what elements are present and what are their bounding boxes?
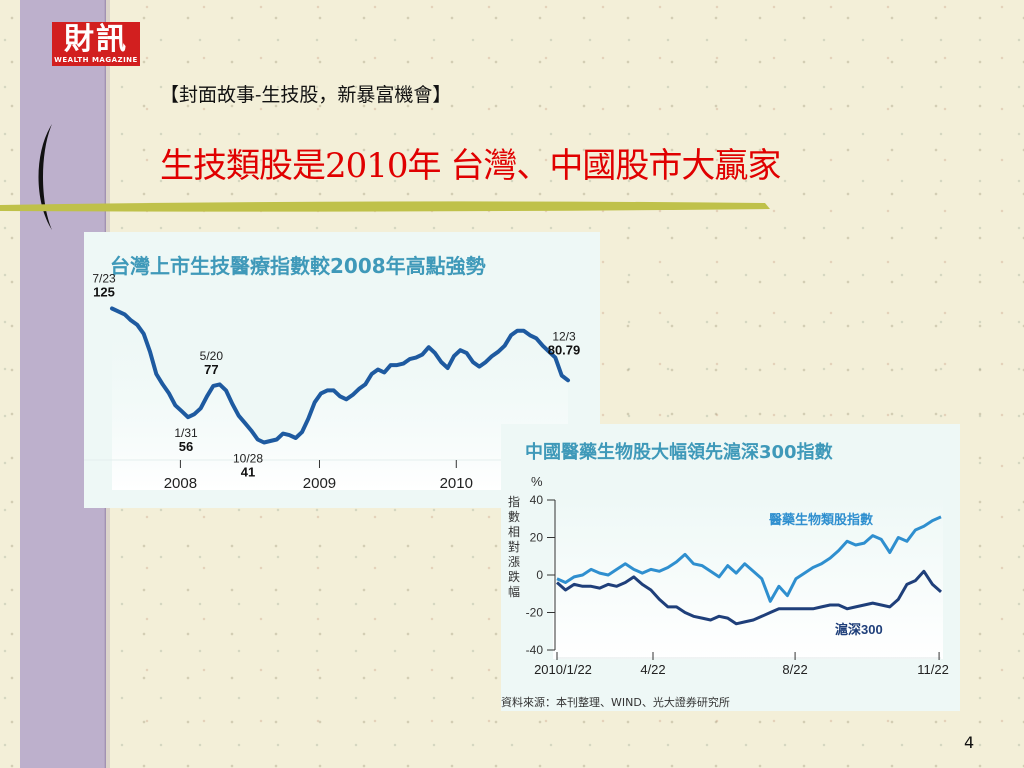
chart1-annotation-value: 125	[93, 284, 115, 299]
chart2-y-tick-label: -20	[526, 606, 544, 620]
chart2-y-unit: %	[531, 474, 543, 489]
chart1-title: 台灣上市生技醫療指數較2008年高點強勢	[110, 254, 486, 278]
slide-title: 生技類股是2010年 台灣、中國股市大贏家	[160, 146, 781, 186]
chart2-y-tick-label: 0	[536, 568, 543, 582]
chart2-y-label-char: 相	[508, 525, 520, 539]
chart2-source-note: 資料來源：本刊整理、WIND、光大證券研究所	[501, 696, 730, 709]
chart2-y-tick-label: 20	[530, 531, 544, 545]
chart1-annotation-value: 80.79	[548, 342, 581, 357]
chart2-y-label-char: 跌	[508, 569, 520, 584]
chart2-series-pharma-line	[556, 515, 942, 603]
logo-subtext: WEALTH MAGAZINE	[54, 56, 138, 64]
chart2-x-tick-label: 2010/1/22	[534, 662, 592, 677]
chart1-area-fill	[112, 308, 568, 490]
chart2-y-label-char: 數	[508, 510, 520, 524]
chart1-annotation-value: 56	[179, 439, 193, 454]
chart2-y-label-char: 指	[508, 494, 520, 509]
chart1-x-tick-label: 2009	[303, 475, 336, 492]
chart2-y-label-char: 幅	[508, 584, 520, 599]
chart2-y-label-char: 漲	[508, 555, 520, 569]
chart2-plot-background	[553, 494, 943, 659]
chart2-y-tick-label: 40	[530, 493, 544, 507]
chart2-y-label-char: 對	[508, 540, 520, 554]
chart1-annotation-date: 1/31	[174, 426, 198, 440]
chart2-legend-csi300: 滬深300	[835, 622, 883, 637]
chart1-annotation-date: 7/23	[92, 271, 116, 285]
slide-subtitle: 【封面故事-生技股，新暴富機會】	[160, 84, 452, 106]
chart1-x-tick-label: 2010	[440, 475, 473, 492]
chart1-x-tick-label: 2008	[164, 475, 197, 492]
chart1-annotation-value: 77	[204, 362, 218, 377]
chart2-x-tick-label: 4/22	[640, 662, 665, 677]
logo-text: 財訊	[64, 22, 128, 57]
chart1-annotation-value: 41	[241, 465, 255, 480]
decorative-divider-line	[0, 201, 770, 212]
decorative-bracket-icon	[38, 124, 52, 230]
chart2-title: 中國醫藥生物股大幅領先滬深300指數	[525, 442, 833, 463]
chart2-legend-pharma: 醫藥生物類股指數	[769, 512, 873, 527]
chart2-x-tick-label: 11/22	[917, 662, 949, 677]
chart1-annotation-date: 10/28	[233, 452, 263, 466]
chart1-annotation-date: 5/20	[200, 349, 224, 363]
chart1-annotation-date: 12/3	[552, 329, 576, 343]
chart2-y-tick-label: -40	[526, 643, 544, 657]
wealth-magazine-logo: 財訊 WEALTH MAGAZINE	[52, 22, 140, 66]
chart2-x-tick-label: 8/22	[782, 662, 807, 677]
chart1-series-line	[110, 306, 570, 445]
chart2-series-csi300-line	[556, 569, 942, 626]
china-biotech-chart-panel: 中國醫藥生物股大幅領先滬深300指數 % 指數相對漲跌幅 40 20 0 -20 -40…	[501, 424, 960, 711]
page-number: 4	[964, 733, 975, 752]
